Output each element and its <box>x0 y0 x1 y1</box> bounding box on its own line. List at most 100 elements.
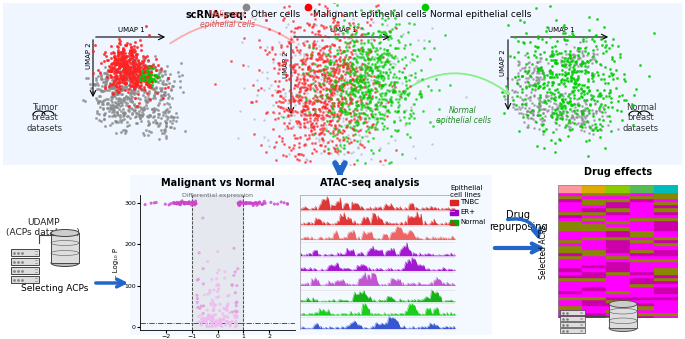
Point <box>586 123 597 128</box>
Point <box>568 52 579 57</box>
Point <box>415 94 426 100</box>
Bar <box>606 233 630 236</box>
Point <box>300 70 311 75</box>
Point <box>254 199 265 205</box>
Point <box>390 22 401 27</box>
Point <box>107 61 118 66</box>
Point <box>345 124 356 129</box>
Point <box>131 55 142 60</box>
Point <box>524 73 535 78</box>
Point <box>500 83 511 88</box>
Point <box>101 74 112 79</box>
Bar <box>606 267 630 271</box>
Point <box>311 89 322 95</box>
Point <box>119 127 130 133</box>
Point <box>124 83 135 88</box>
Point <box>600 48 611 54</box>
Point <box>310 148 321 154</box>
Point <box>336 160 347 165</box>
Point <box>113 53 124 58</box>
Point <box>99 58 110 64</box>
Point <box>310 6 321 12</box>
Bar <box>606 248 630 252</box>
Point <box>366 16 377 21</box>
Point <box>291 119 302 124</box>
Point <box>313 68 324 74</box>
Point <box>225 59 236 64</box>
Point <box>575 127 586 133</box>
Point <box>324 59 335 64</box>
Point <box>339 39 350 45</box>
Point <box>336 75 347 80</box>
Point <box>151 72 162 77</box>
Point <box>325 82 336 87</box>
Point <box>330 125 341 130</box>
Point <box>214 308 225 313</box>
Point <box>128 54 139 59</box>
Point <box>546 95 557 101</box>
Point <box>193 314 204 319</box>
Point <box>322 109 333 115</box>
Point <box>342 29 353 35</box>
Point <box>127 94 138 100</box>
Point <box>151 200 162 205</box>
Point <box>108 90 119 95</box>
Point <box>288 29 299 35</box>
Point <box>381 50 392 56</box>
Point <box>128 68 139 73</box>
Point <box>251 200 262 206</box>
Point <box>326 103 337 108</box>
Point <box>317 117 328 122</box>
Point <box>210 321 221 327</box>
Point <box>110 74 121 79</box>
Point <box>119 62 129 67</box>
Point <box>324 87 335 93</box>
Point <box>523 59 534 65</box>
Point <box>108 75 119 80</box>
Point <box>325 137 336 143</box>
Point <box>128 67 139 73</box>
Point <box>410 96 421 102</box>
Point <box>355 127 366 132</box>
Point <box>131 75 142 81</box>
Point <box>110 57 121 62</box>
Point <box>375 111 386 116</box>
Point <box>351 111 362 116</box>
Point <box>225 320 236 325</box>
Bar <box>558 252 582 255</box>
Point <box>582 84 593 89</box>
Point <box>251 92 262 98</box>
Point <box>314 126 325 131</box>
Point <box>294 88 305 94</box>
Point <box>110 68 121 74</box>
Point <box>580 67 590 73</box>
Point <box>313 80 324 86</box>
Point <box>357 80 368 85</box>
Point <box>334 122 345 128</box>
Point <box>534 100 545 105</box>
Point <box>116 52 127 58</box>
Bar <box>630 264 654 267</box>
Point <box>584 15 595 20</box>
Point <box>324 47 335 53</box>
Point <box>129 49 140 54</box>
Point <box>140 100 151 105</box>
Point <box>175 199 186 205</box>
Point <box>319 63 330 68</box>
Point <box>351 58 362 63</box>
Point <box>310 12 321 18</box>
Point <box>546 52 557 57</box>
Point <box>324 57 335 63</box>
Point <box>168 78 179 84</box>
Point <box>319 78 329 83</box>
Point <box>358 48 369 53</box>
Point <box>376 53 387 58</box>
Point <box>545 98 556 103</box>
Point <box>288 85 299 90</box>
Point <box>578 118 589 124</box>
Point <box>109 65 120 70</box>
Point <box>128 81 139 87</box>
Point <box>540 93 551 98</box>
Point <box>504 53 515 58</box>
Bar <box>654 261 678 264</box>
